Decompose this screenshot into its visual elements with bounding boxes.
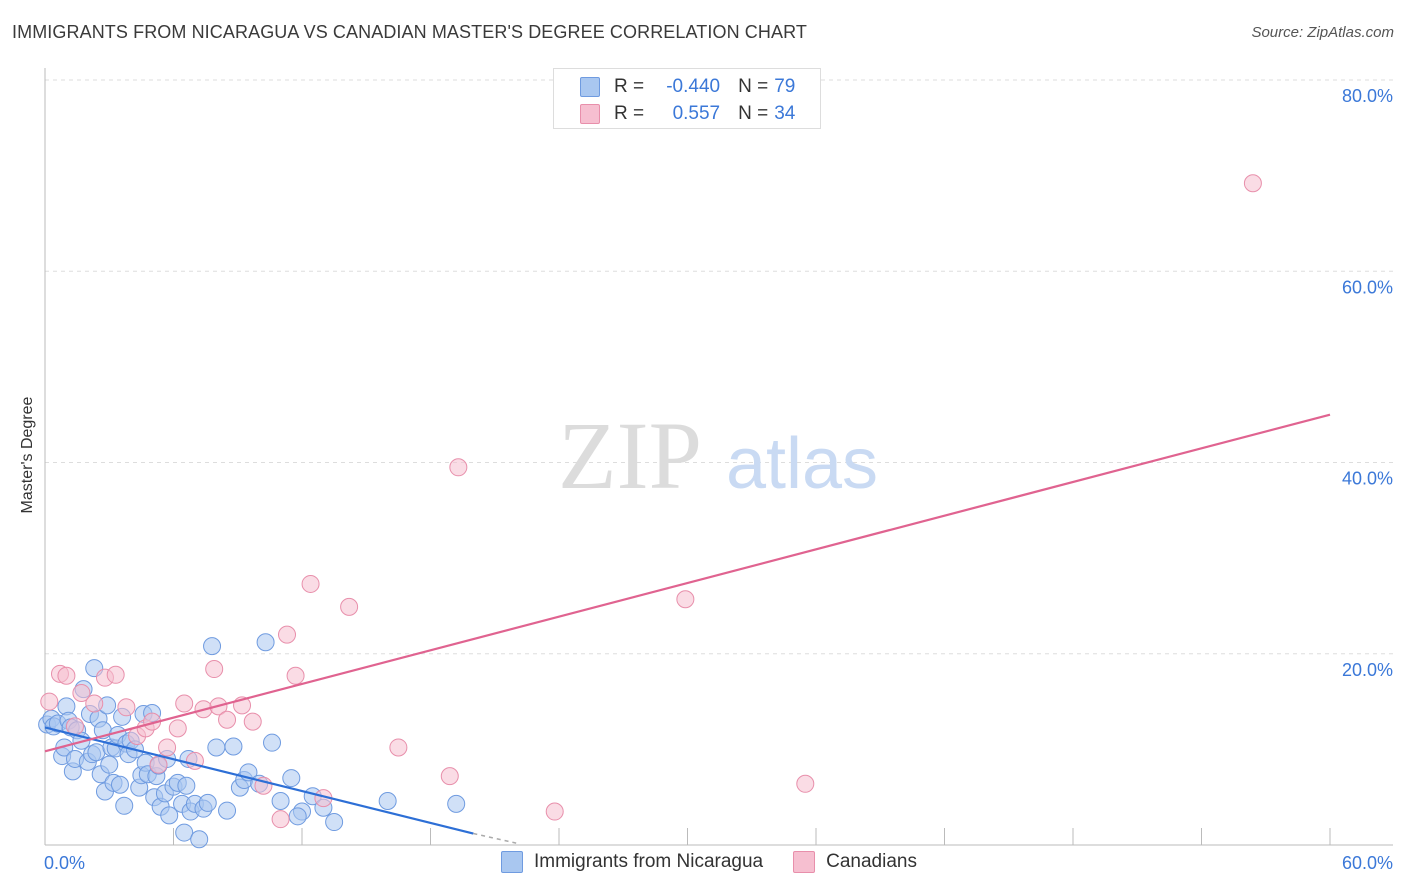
canadians-point [40, 692, 59, 711]
y-tick-label: 60.0% [1342, 277, 1393, 297]
nicaragua-point [110, 775, 129, 794]
n-value: 79 [774, 76, 796, 97]
legend-row-canadians: R = 0.557 N = 34 [580, 103, 795, 125]
nicaragua-point [175, 823, 194, 842]
canadians-point [72, 683, 91, 702]
canadians-point [175, 694, 194, 713]
legend-item-canadians[interactable]: Canadians [793, 851, 917, 873]
source-label: Source: ZipAtlas.com [1251, 24, 1394, 41]
nicaragua-point [115, 796, 134, 815]
nicaragua-point [100, 755, 119, 774]
canadians-point [1243, 174, 1262, 193]
nicaragua-point [190, 830, 209, 849]
nicaragua-point [218, 801, 237, 820]
canadians-trend-line [44, 413, 1331, 753]
nicaragua-point [256, 633, 275, 652]
canadians-point [106, 665, 125, 684]
legend-swatch-nicaragua [580, 77, 600, 97]
canadians-point [85, 694, 104, 713]
canadians-point [149, 755, 168, 774]
series-legend: Immigrants from Nicaragua Canadians [501, 851, 947, 873]
nicaragua-point [203, 637, 222, 656]
y-tick-label: 40.0% [1342, 469, 1393, 489]
chart-title: IMMIGRANTS FROM NICARAGUA VS CANADIAN MA… [12, 22, 807, 42]
n-label: N = [738, 76, 769, 97]
canadians-point [676, 590, 695, 609]
legend-item-nicaragua[interactable]: Immigrants from Nicaragua [501, 851, 763, 873]
canadians-point [57, 666, 76, 685]
grid-lines [45, 79, 1393, 655]
legend-swatch-nicaragua [501, 851, 523, 873]
watermark-zip: ZIP [558, 402, 702, 509]
canadians-point [301, 574, 320, 593]
y-tick-label: 80.0% [1342, 86, 1393, 106]
nicaragua-point [160, 806, 179, 825]
canadians-point [168, 719, 187, 738]
x-tick-label: 60.0% [1342, 853, 1393, 873]
canadians-point [340, 597, 359, 616]
nicaragua-point [177, 776, 196, 795]
canadians-point [796, 774, 815, 793]
nicaragua-point [288, 807, 307, 826]
trend-lines [44, 413, 1331, 844]
nicaragua-trend-line [44, 726, 474, 835]
canadians-point [389, 738, 408, 757]
legend-swatch-canadians [580, 104, 600, 124]
watermark: ZIP atlas [558, 402, 878, 509]
data-points [38, 174, 1262, 849]
nicaragua-point [378, 792, 397, 811]
legend-label-canadians: Canadians [826, 851, 917, 872]
nicaragua-point [282, 769, 301, 788]
nicaragua-point [325, 813, 344, 832]
canadians-point [440, 767, 459, 786]
canadians-point [117, 698, 136, 717]
tick-labels: 20.0% 40.0% 60.0% 80.0% 0.0% 60.0% [44, 86, 1393, 873]
nicaragua-point [447, 794, 466, 813]
canadians-point [449, 458, 468, 477]
canadians-point [158, 738, 177, 757]
nicaragua-point [271, 792, 290, 811]
y-tick-label: 20.0% [1342, 660, 1393, 680]
nicaragua-point [207, 738, 226, 757]
canadians-point [545, 802, 564, 821]
watermark-atlas: atlas [726, 424, 878, 504]
stats-legend: R = -0.440 N = 79 R = 0.557 N = 34 [553, 68, 821, 129]
n-label: N = [738, 103, 769, 124]
legend-swatch-canadians [793, 851, 816, 873]
nicaragua-point [87, 743, 106, 762]
canadians-point [218, 710, 237, 729]
nicaragua-point [224, 737, 243, 756]
n-value: 34 [774, 103, 796, 124]
nicaragua-point [198, 793, 217, 812]
r-label: R = [614, 76, 645, 97]
nicaragua-point [263, 733, 282, 752]
canadians-point [271, 810, 290, 829]
r-value: 0.557 [672, 103, 721, 124]
legend-row-nicaragua: R = -0.440 N = 79 [580, 76, 795, 98]
legend-label-nicaragua: Immigrants from Nicaragua [534, 851, 764, 872]
x-tick-label: 0.0% [44, 853, 85, 873]
canadians-point [205, 660, 224, 679]
nicaragua-trend-extension [473, 832, 517, 844]
r-label: R = [614, 103, 645, 124]
canadians-point [243, 712, 262, 731]
canadians-point [286, 666, 305, 685]
canadians-point [278, 625, 297, 644]
r-value: -0.440 [666, 76, 721, 97]
